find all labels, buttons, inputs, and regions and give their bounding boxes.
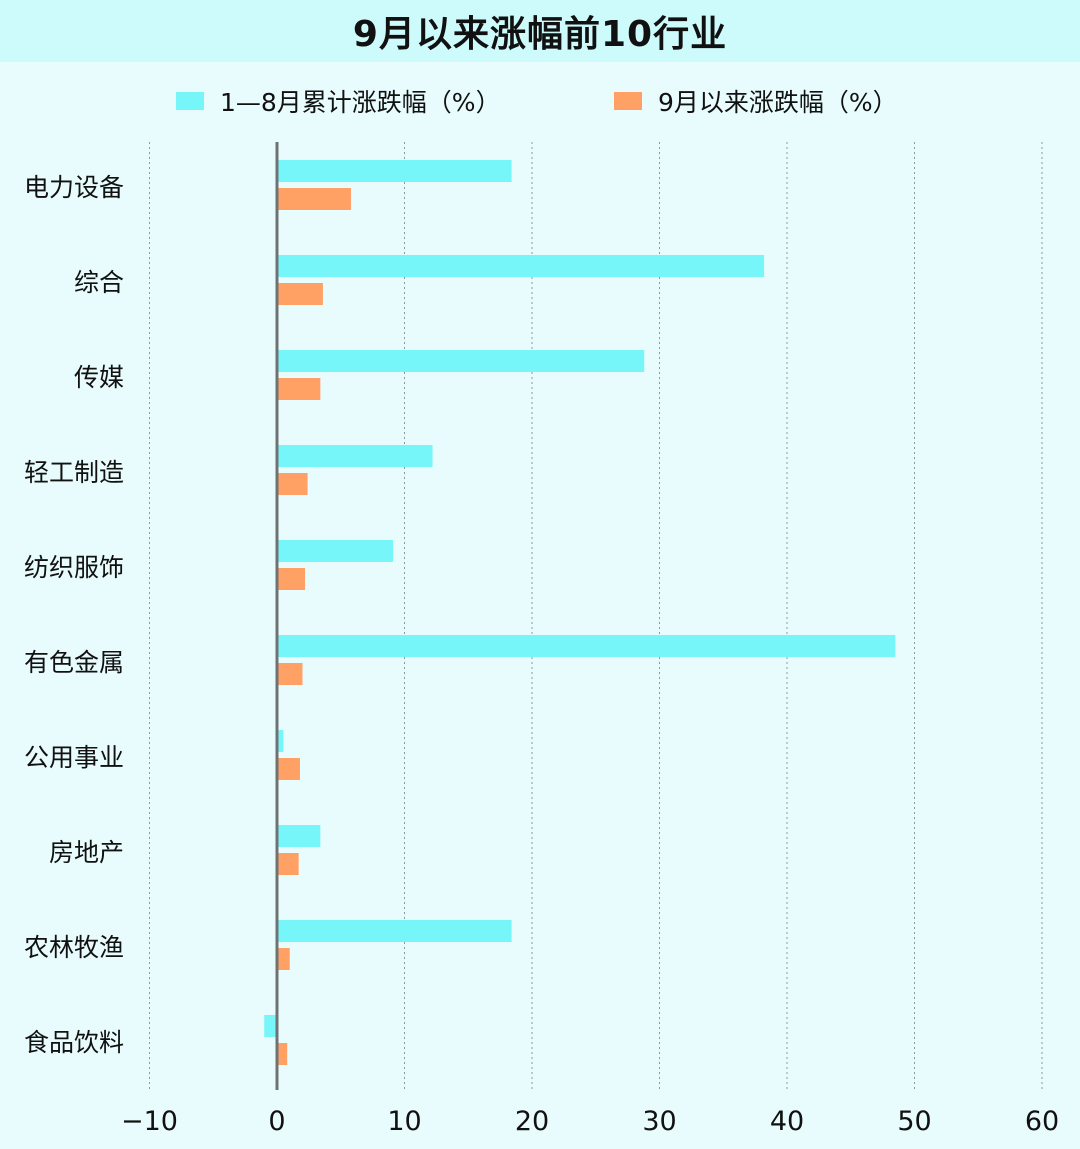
bar-september-0 [277, 188, 351, 210]
bar-september-2 [277, 378, 321, 400]
bar-cumulative-4 [277, 540, 394, 562]
bar-cumulative-3 [277, 445, 433, 467]
category-label-0: 电力设备 [24, 173, 124, 202]
category-label-2: 传媒 [74, 363, 124, 392]
legend-item-series-2: 9月以来涨跌幅（%） [614, 84, 898, 118]
bar-september-3 [277, 473, 308, 495]
bar-september-9 [277, 1043, 288, 1065]
bar-cumulative-7 [277, 825, 321, 847]
x-tick-label-5: 40 [770, 1106, 804, 1137]
legend-swatch-series-1 [176, 92, 204, 110]
bar-september-5 [277, 663, 303, 685]
bar-cumulative-6 [277, 730, 284, 752]
x-tick-label-1: 0 [268, 1106, 285, 1137]
x-tick-label-4: 30 [642, 1106, 676, 1137]
x-tick-label-0: −10 [121, 1106, 178, 1137]
x-tick-label-3: 20 [515, 1106, 549, 1137]
category-label-9: 食品饮料 [24, 1028, 124, 1057]
category-label-7: 房地产 [49, 838, 124, 867]
x-tick-label-2: 10 [387, 1106, 421, 1137]
bar-cumulative-1 [277, 255, 765, 277]
category-label-1: 综合 [74, 268, 124, 297]
legend-swatch-series-2 [614, 92, 642, 110]
bar-september-1 [277, 283, 323, 305]
bar-cumulative-2 [277, 350, 645, 372]
bar-cumulative-9 [264, 1015, 277, 1037]
legend-label-series-2: 9月以来涨跌幅（%） [658, 88, 898, 117]
bar-cumulative-5 [277, 635, 896, 657]
chart-title: 9月以来涨幅前10行业 [352, 14, 728, 55]
bar-cumulative-0 [277, 160, 512, 182]
category-label-8: 农林牧渔 [24, 933, 124, 962]
bar-cumulative-8 [277, 920, 512, 942]
category-label-6: 公用事业 [24, 743, 124, 772]
bar-september-4 [277, 568, 306, 590]
category-label-3: 轻工制造 [24, 458, 124, 487]
chart-title-bar: 9月以来涨幅前10行业 [0, 0, 1080, 62]
x-tick-label-7: 60 [1025, 1106, 1059, 1137]
x-tick-label-6: 50 [897, 1106, 931, 1137]
bar-september-8 [277, 948, 290, 970]
legend-item-series-1: 1—8月累计涨跌幅（%） [176, 84, 501, 118]
legend-label-series-1: 1—8月累计涨跌幅（%） [220, 88, 501, 117]
category-label-4: 纺织服饰 [24, 553, 124, 582]
bar-september-7 [277, 853, 299, 875]
category-label-5: 有色金属 [24, 648, 124, 677]
bar-september-6 [277, 758, 300, 780]
